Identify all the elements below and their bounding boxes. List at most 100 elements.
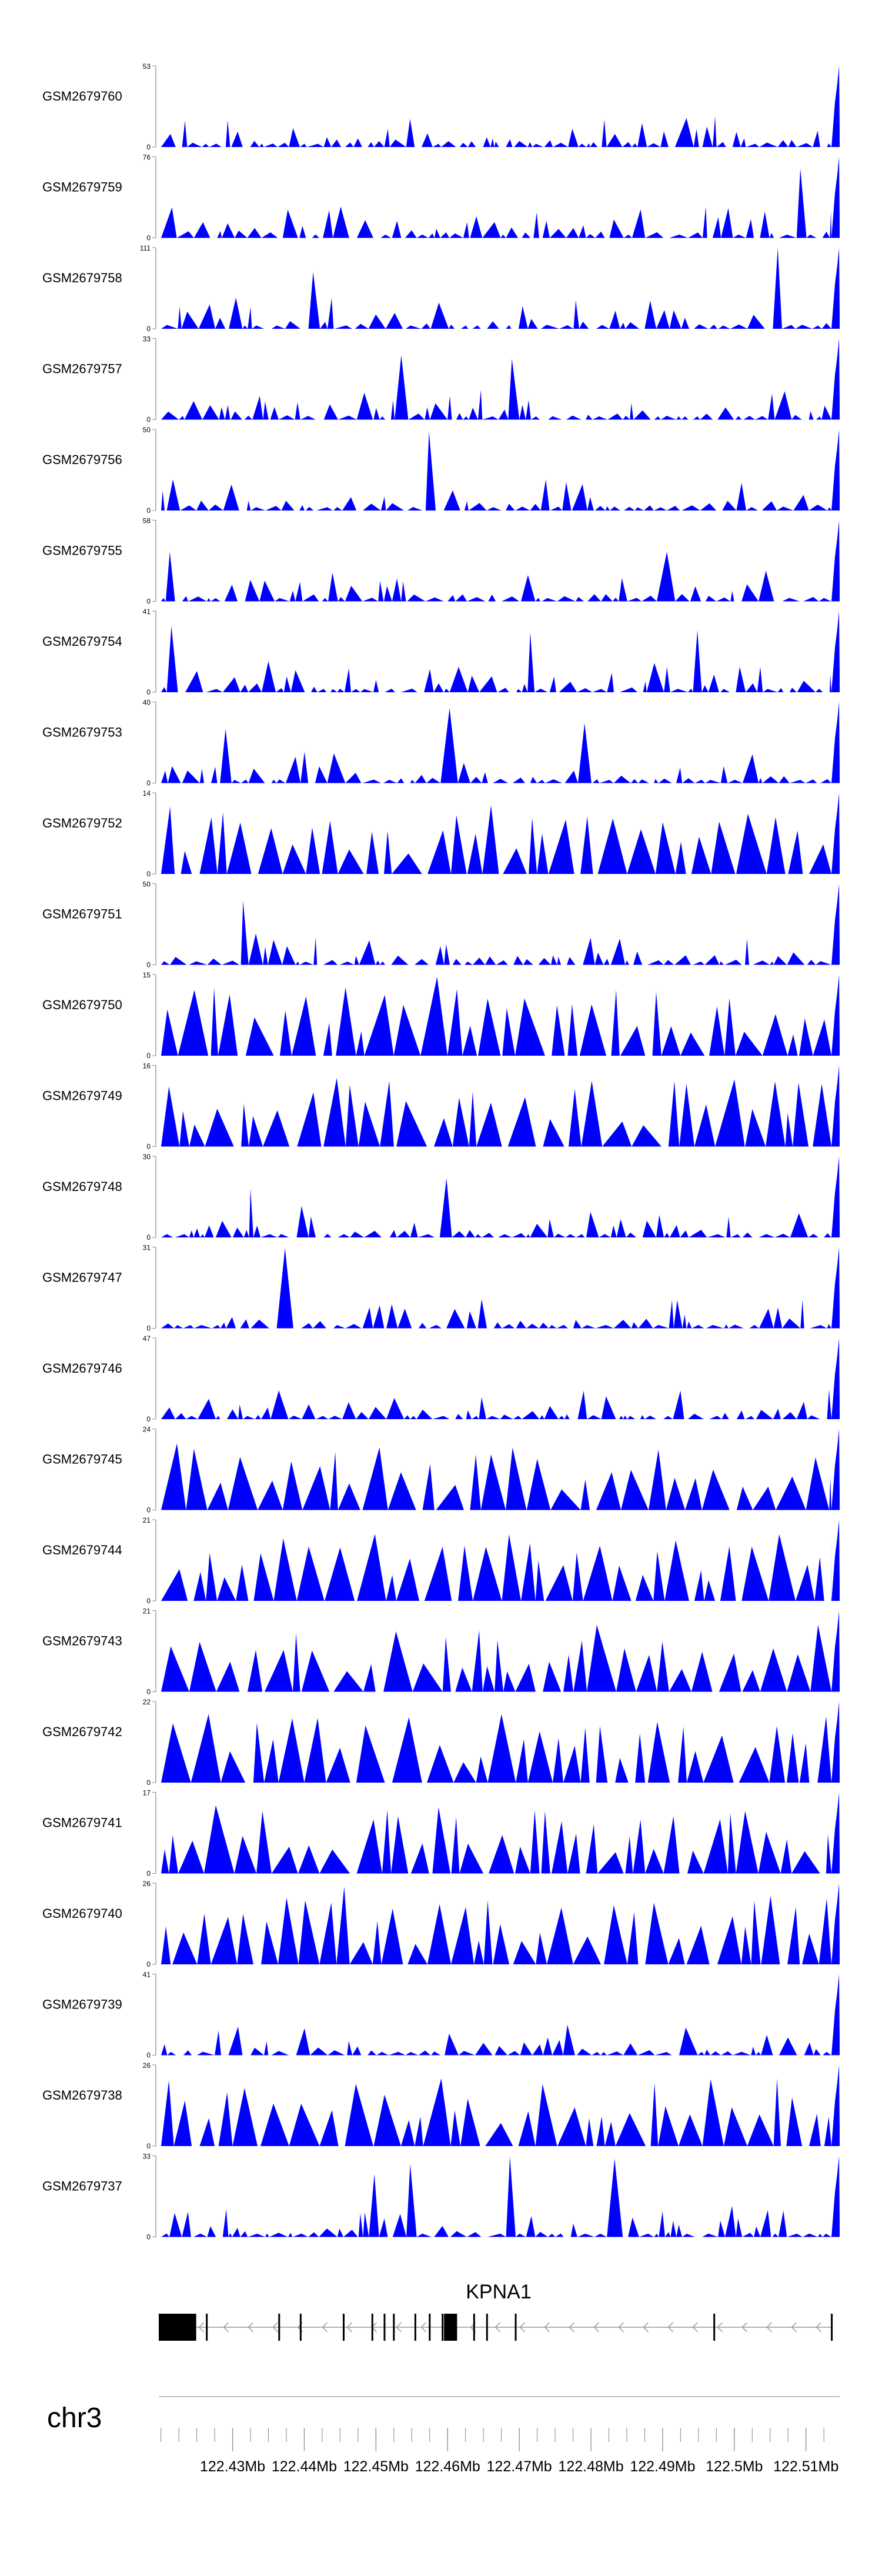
y-min-label: 0 [146, 506, 151, 515]
track-label: GSM2679758 [42, 271, 122, 285]
y-min-label: 0 [146, 325, 151, 333]
track-label: GSM2679753 [42, 725, 122, 740]
track-label: GSM2679741 [42, 1816, 122, 1830]
coverage-track: GSM2679745 24 0 [42, 1426, 840, 1514]
y-max-label: 40 [143, 699, 151, 707]
y-max-label: 15 [143, 971, 151, 979]
track-label: GSM2679759 [42, 180, 122, 195]
coverage-track: GSM2679744 21 0 [42, 1516, 840, 1605]
gene-exon [486, 2314, 488, 2341]
coverage-area [159, 883, 840, 965]
coverage-area [159, 1065, 840, 1147]
strand-arrow-icon [322, 2322, 328, 2333]
gene-exon [713, 2314, 716, 2341]
coverage-track: GSM2679738 26 0 [42, 2061, 840, 2150]
track-label: GSM2679742 [42, 1724, 122, 1739]
y-min-label: 0 [146, 2051, 151, 2060]
genome-axis-track: chr3 122.43Mb 122.44Mb 122.45Mb 122.46Mb 122… [47, 2396, 840, 2475]
gene-exon [278, 2314, 280, 2341]
y-min-label: 0 [146, 1778, 151, 1787]
gene-exon [371, 2314, 373, 2341]
coverage-track: GSM2679755 58 0 [42, 517, 840, 606]
track-label: GSM2679760 [42, 89, 122, 104]
coverage-track: GSM2679758 111 0 [42, 244, 840, 333]
coverage-area [159, 793, 840, 874]
y-min-label: 0 [146, 143, 151, 151]
gene-name-label: KPNA1 [466, 2281, 532, 2303]
gene-exon [514, 2314, 517, 2341]
coverage-area [159, 1520, 840, 1601]
strand-arrow-icon [420, 2322, 427, 2333]
strand-arrow-icon [816, 2322, 822, 2333]
coverage-area [159, 1429, 840, 1510]
strand-arrow-icon [198, 2322, 205, 2333]
gene-exon [299, 2314, 302, 2341]
coverage-track: GSM2679752 14 0 [42, 789, 840, 878]
y-max-label: 33 [143, 2153, 151, 2161]
coverage-area [159, 1156, 840, 1237]
y-max-label: 111 [140, 244, 151, 252]
y-max-label: 22 [143, 1698, 151, 1706]
coverage-track: GSM2679757 33 0 [42, 335, 840, 424]
y-max-label: 26 [143, 2061, 151, 2070]
coverage-area [159, 1974, 840, 2056]
track-label: GSM2679743 [42, 1634, 122, 1649]
axis-tick-label: 122.48Mb [558, 2458, 623, 2475]
strand-arrow-icon [248, 2322, 254, 2333]
track-label: GSM2679748 [42, 1179, 122, 1194]
track-label: GSM2679750 [42, 997, 122, 1012]
strand-arrow-icon [569, 2322, 575, 2333]
y-min-label: 0 [146, 1960, 151, 1968]
gene-exon [383, 2314, 386, 2341]
y-max-label: 17 [143, 1789, 151, 1797]
gene-exon [473, 2314, 475, 2341]
y-max-label: 14 [143, 789, 151, 798]
y-max-label: 33 [143, 335, 151, 343]
gene-exon [429, 2314, 431, 2341]
coverage-area [159, 1610, 840, 1692]
axis-tick-label: 122.47Mb [487, 2458, 552, 2475]
coverage-track: GSM2679751 50 0 [42, 880, 840, 969]
y-min-label: 0 [146, 961, 151, 969]
gene-model-track: KPNA1 [159, 2281, 833, 2341]
y-max-label: 26 [143, 1880, 151, 1888]
coverage-area [159, 156, 840, 238]
coverage-track: GSM2679750 15 0 [42, 971, 840, 1060]
track-label: GSM2679756 [42, 452, 122, 467]
y-min-label: 0 [146, 1415, 151, 1423]
axis-tick-label: 122.5Mb [706, 2458, 763, 2475]
coverage-track: GSM2679737 33 0 [42, 2153, 840, 2241]
axis-tick-label: 122.51Mb [773, 2458, 838, 2475]
coverage-track: GSM2679753 40 0 [42, 699, 840, 788]
coverage-track: GSM2679742 22 0 [42, 1698, 840, 1787]
coverage-area [159, 1883, 840, 1964]
coverage-track: GSM2679748 30 0 [42, 1153, 840, 1242]
coverage-track: GSM2679743 21 0 [42, 1607, 840, 1696]
strand-arrow-icon [766, 2322, 773, 2333]
coverage-track: GSM2679749 16 0 [42, 1062, 840, 1151]
strand-arrow-icon [643, 2322, 649, 2333]
chromosome-label: chr3 [47, 2403, 102, 2434]
coverage-track: GSM2679754 41 0 [42, 608, 840, 696]
coverage-track: GSM2679760 53 0 [42, 62, 840, 151]
coverage-track: GSM2679746 47 0 [42, 1334, 840, 1423]
track-label: GSM2679740 [42, 1906, 122, 1921]
coverage-area [159, 66, 840, 147]
coverage-area [159, 2155, 840, 2237]
strand-arrow-icon [692, 2322, 699, 2333]
strand-arrow-icon [495, 2322, 501, 2333]
coverage-area [159, 1338, 840, 1419]
y-max-label: 31 [143, 1244, 151, 1252]
y-max-label: 21 [143, 1516, 151, 1524]
coverage-track: GSM2679739 41 0 [42, 1971, 840, 2060]
gene-exon [831, 2314, 833, 2341]
strand-arrow-icon [717, 2322, 723, 2333]
coverage-area [159, 975, 840, 1056]
y-min-label: 0 [146, 416, 151, 424]
strand-arrow-icon [667, 2322, 674, 2333]
y-min-label: 0 [146, 688, 151, 696]
gene-exon [163, 2314, 165, 2341]
axis-tick-label: 122.46Mb [415, 2458, 480, 2475]
coverage-area [159, 338, 840, 420]
